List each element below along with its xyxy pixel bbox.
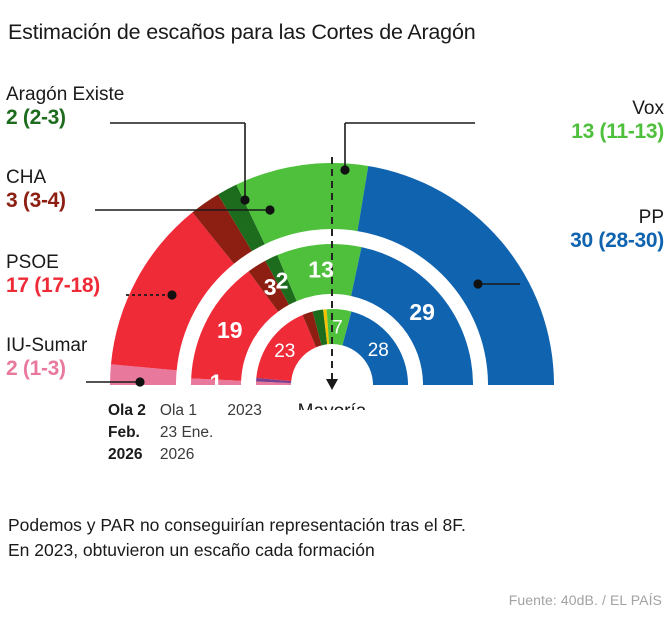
- party-label-aragon-existe: Aragón Existe 2 (2-3): [6, 85, 124, 131]
- party-name-vox: Vox: [632, 98, 664, 119]
- wave-ola2-line1: Ola 2: [108, 402, 146, 419]
- seat-count-vox-inner: 7: [332, 317, 343, 338]
- arc-segment-iu-sumar-inner: [256, 381, 292, 385]
- wave-legend-ola1: Ola 1 23 Ene. 2026: [160, 400, 213, 466]
- arc-segment-arag-n-existe-inner: [312, 309, 328, 346]
- callout-leader-lines: [86, 122, 520, 387]
- seat-count-iu-sumar-middle: 1: [210, 369, 223, 395]
- page-title: Estimación de escaños para las Cortes de…: [8, 20, 476, 44]
- arc-segment-iu-sumar-outer: [110, 364, 177, 385]
- wave-legend-2023: 2023: [227, 400, 261, 422]
- arc-segment-pp-inner: [342, 311, 408, 385]
- party-value-cha: 3 (3-4): [6, 188, 66, 212]
- arc-segment-arag-n-existe-middle: [265, 255, 297, 305]
- leader-dot-aragon-existe: [240, 195, 250, 205]
- party-value-pp: 30 (28-30): [570, 228, 664, 252]
- leader-dot-cha: [265, 205, 275, 215]
- seat-count-cha-middle: 3: [264, 274, 277, 300]
- seat-count-pp-middle: 29: [409, 299, 435, 325]
- seat-count-pp-inner: 28: [368, 340, 389, 361]
- seat-count-vox-middle: 13: [308, 257, 334, 283]
- source-credit: Fuente: 40dB. / EL PAÍS: [508, 592, 662, 608]
- arc-segment-pp-middle: [351, 247, 473, 385]
- arc-segment-podemos-inner: [256, 377, 292, 384]
- wave-ola2-line3: 2026: [108, 446, 143, 463]
- party-label-psoe: PSOE 17 (17-18): [6, 253, 100, 299]
- arc-segment-pp-outer: [357, 165, 554, 385]
- wave-legend-ola2: Ola 2 Feb. 2026: [108, 400, 146, 466]
- arc-segment-vox-outer: [236, 163, 369, 245]
- party-name-psoe: PSOE: [6, 252, 59, 273]
- party-value-psoe: 17 (17-18): [6, 273, 100, 297]
- party-name-pp: PP: [638, 207, 664, 228]
- arc-segment-cha-middle: [248, 260, 289, 312]
- wave-ola1-line1: Ola 1: [159, 402, 197, 419]
- seat-count-arag-n-existe-middle: 2: [276, 267, 289, 293]
- majority-label: Mayoría: [298, 401, 367, 410]
- seat-number-labels: 1 19 3 2 13 29 23 7 28: [210, 257, 435, 396]
- party-label-pp: PP 30 (28-30): [570, 208, 664, 254]
- leader-dot-vox: [340, 165, 350, 175]
- footnote-line-2: En 2023, obtuvieron un escaño cada forma…: [8, 539, 375, 560]
- arc-segment-psoe-middle: [191, 271, 279, 381]
- wave-legend: Ola 2 Feb. 2026 Ola 1 23 Ene. 2026 2023: [108, 400, 262, 466]
- footnote: Podemos y PAR no conseguirían representa…: [8, 513, 466, 563]
- party-label-vox: Vox 13 (11-13): [571, 99, 664, 145]
- arc-segment-arag-n-existe-outer: [218, 184, 265, 252]
- arc-segment-cha-inner: [302, 311, 322, 348]
- majority-arrow-icon: [326, 379, 338, 390]
- wave-ola1-line3: 2026: [159, 446, 195, 463]
- wave-ola1-line2: 23 Ene.: [159, 424, 214, 441]
- wave-ola2-line2: Feb.: [108, 424, 140, 441]
- leader-dot-iu-sumar: [135, 377, 145, 387]
- wave-2023-line1: 2023: [227, 402, 262, 419]
- party-value-vox: 13 (11-13): [571, 119, 664, 143]
- arc-segment-vox-middle: [277, 244, 362, 302]
- arc-segment-iu-sumar-middle: [191, 378, 242, 385]
- seat-count-psoe-middle: 19: [217, 317, 243, 343]
- party-name-iu-sumar: IU-Sumar: [6, 335, 88, 356]
- arc-segment-cha-outer: [192, 194, 252, 264]
- seat-count-psoe-inner: 23: [274, 341, 295, 362]
- arc-segment-psoe-inner: [256, 314, 317, 382]
- party-label-cha: CHA 3 (3-4): [6, 168, 66, 214]
- leader-dot-psoe: [167, 290, 177, 300]
- party-name-aragon-existe: Aragón Existe: [6, 84, 125, 105]
- party-value-aragon-existe: 2 (2-3): [6, 105, 66, 129]
- party-name-cha: CHA: [6, 167, 47, 188]
- arc-segment-par-inner: [323, 309, 330, 345]
- leader-dot-pp: [473, 279, 483, 289]
- party-value-iu-sumar: 2 (1-3): [6, 356, 66, 380]
- party-label-iu-sumar: IU-Sumar 2 (1-3): [6, 336, 87, 382]
- footnote-line-1: Podemos y PAR no conseguirían representa…: [8, 515, 466, 535]
